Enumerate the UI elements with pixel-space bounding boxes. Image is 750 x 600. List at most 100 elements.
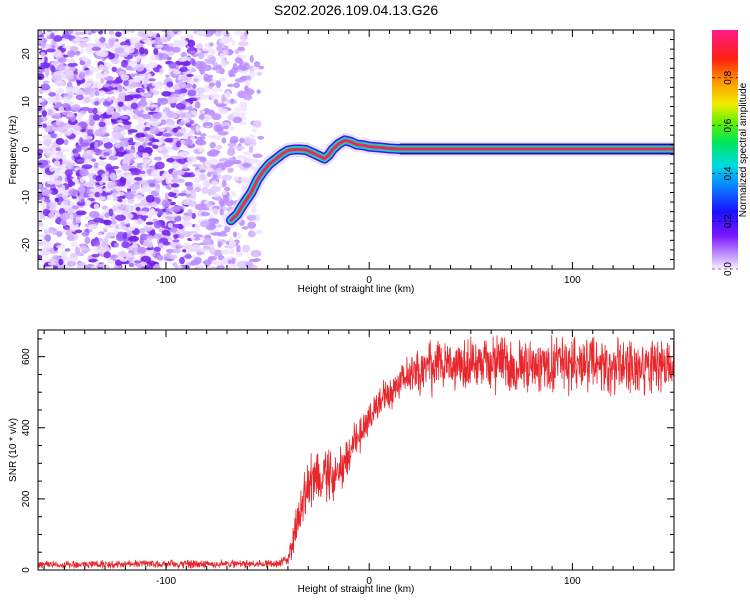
spectrogram-y-tick-label: 0 <box>21 146 32 152</box>
spectrogram-x-tick-label: 0 <box>366 275 372 286</box>
spectrogram-noise-blob <box>163 153 170 159</box>
spectrogram-noise-blob <box>58 106 65 113</box>
spectrogram-noise-blob <box>170 248 181 254</box>
spectrogram-noise-blob <box>149 118 159 122</box>
spectrogram-noise-blob <box>74 50 81 56</box>
spectrogram-noise-blob <box>180 127 187 134</box>
spectrogram-noise-blob <box>103 151 110 157</box>
spectrogram-noise-blob <box>39 201 48 208</box>
spectrogram-noise-blob <box>93 240 101 247</box>
spectrogram-noise-blob <box>102 100 111 107</box>
spectrogram-noise-blob <box>120 36 128 40</box>
spectrogram-noise-blob <box>218 198 225 206</box>
spectrogram-noise-blob <box>194 101 201 109</box>
spectrogram-noise-blob <box>38 254 43 260</box>
spectrogram-noise-blob <box>232 116 243 124</box>
spectrogram-noise-blob <box>219 52 226 59</box>
spectrogram-noise-blob <box>46 30 52 33</box>
spectrogram-noise-blob <box>256 89 261 95</box>
spectrogram-noise-blob <box>217 131 229 136</box>
spectrogram-noise-blob <box>64 68 74 77</box>
spectrogram-noise-blob <box>112 203 121 207</box>
spectrogram-noise-blob <box>210 92 220 100</box>
spectrogram-noise-blob <box>87 129 93 137</box>
spectrogram-noise-blob <box>153 47 159 55</box>
spectrogram-noise-blob <box>114 242 120 248</box>
spectrogram-noise-blob <box>257 135 265 140</box>
spectrogram-noise-blob <box>244 88 255 96</box>
spectrogram-noise-blob <box>222 190 227 195</box>
spectrogram-noise-blob <box>186 172 196 178</box>
spectrogram-x-tick-label: -100 <box>156 275 176 286</box>
spectrogram-noise-blob <box>167 220 177 224</box>
spectrogram-noise-blob <box>172 127 178 133</box>
spectrogram-noise-blob <box>77 185 86 194</box>
spectrogram-noise-blob <box>239 137 245 144</box>
spectrogram-noise-blob <box>54 197 60 203</box>
spectrogram-noise-blob <box>189 135 196 140</box>
spectrogram-noise-blob <box>249 54 254 63</box>
spectrogram-noise-blob <box>143 80 148 88</box>
spectrogram-noise-blob <box>256 71 263 77</box>
spectrogram-noise-blob <box>116 119 123 124</box>
spectrogram-noise-blob <box>230 98 235 104</box>
spectrogram-noise-blob <box>93 114 101 121</box>
spectrogram-noise-blob <box>240 176 251 183</box>
spectrogram-noise-blob <box>237 46 245 52</box>
spectrogram-noise-blob <box>60 229 67 234</box>
spectrogram-noise-blob <box>64 168 73 177</box>
spectrogram-noise-blob <box>38 98 45 103</box>
spectrogram-noise-blob <box>44 68 50 77</box>
spectrogram-noise-blob <box>199 169 206 173</box>
snr-y-tick-label: 600 <box>21 348 32 365</box>
spectrogram-noise-blob <box>88 119 95 127</box>
spectrogram-noise-blob <box>65 129 72 136</box>
spectrogram-noise-blob <box>114 142 122 149</box>
spectrogram-noise-blob <box>176 169 185 176</box>
spectrogram-noise-blob <box>40 41 46 49</box>
spectrogram-noise-blob <box>83 152 89 157</box>
spectrogram-noise-blob <box>75 31 85 36</box>
spectrogram-noise-blob <box>81 132 87 136</box>
spectrogram-noise-blob <box>195 43 203 50</box>
spectrogram-noise-blob <box>129 183 141 190</box>
spectrogram-noise-blob <box>194 227 202 232</box>
spectrogram-noise-blob <box>62 96 71 103</box>
spectrogram-noise-blob <box>80 198 85 203</box>
spectrogram-noise-blob <box>227 114 235 121</box>
spectrogram-noise-blob <box>244 94 253 101</box>
spectrogram-noise-blob <box>55 137 65 145</box>
spectrogram-noise-blob <box>175 245 180 249</box>
spectrogram-noise-blob <box>233 82 241 89</box>
spectrogram-noise-blob <box>196 87 205 94</box>
spectrogram-noise-blob <box>239 101 248 109</box>
spectrogram-noise-blob <box>130 190 137 194</box>
spectrogram-noise-blob <box>66 260 77 267</box>
spectrogram-noise-blob <box>219 38 229 45</box>
spectrogram-noise-blob <box>56 64 66 71</box>
spectrogram-noise-blob <box>181 100 188 105</box>
spectrogram-noise-blob <box>223 160 234 168</box>
spectrogram-noise-blob <box>39 56 45 64</box>
spectrogram-noise-blob <box>135 55 140 63</box>
spectrogram-noise-blob <box>120 115 129 120</box>
spectrogram-noise-blob <box>88 224 99 229</box>
spectrogram-noise-blob <box>55 118 61 126</box>
spectrogram-noise-blob <box>128 257 134 262</box>
spectrogram-noise-blob <box>133 94 143 99</box>
figure-title: S202.2026.109.04.13.G26 <box>274 2 438 18</box>
spectrogram-noise-blob <box>38 221 44 227</box>
spectrogram-noise-blob <box>133 260 142 264</box>
snr-y-ticks: 0 200 400 600 <box>21 338 674 573</box>
spectrogram-noise-blob <box>227 167 234 173</box>
spectrogram-noise-blob <box>89 177 95 186</box>
spectrogram-noise-blob <box>103 175 109 183</box>
spectrogram-noise-blob <box>138 228 146 234</box>
spectrogram-noise-blob <box>81 38 92 42</box>
spectrogram-noise-blob <box>211 113 222 121</box>
spectrogram-noise-blob <box>41 116 48 122</box>
spectrogram-noise-blob <box>84 158 91 164</box>
spectrogram-noise-blob <box>68 188 79 197</box>
spectrogram-noise-blob <box>67 50 75 58</box>
spectrogram-noise-blob <box>83 69 94 76</box>
